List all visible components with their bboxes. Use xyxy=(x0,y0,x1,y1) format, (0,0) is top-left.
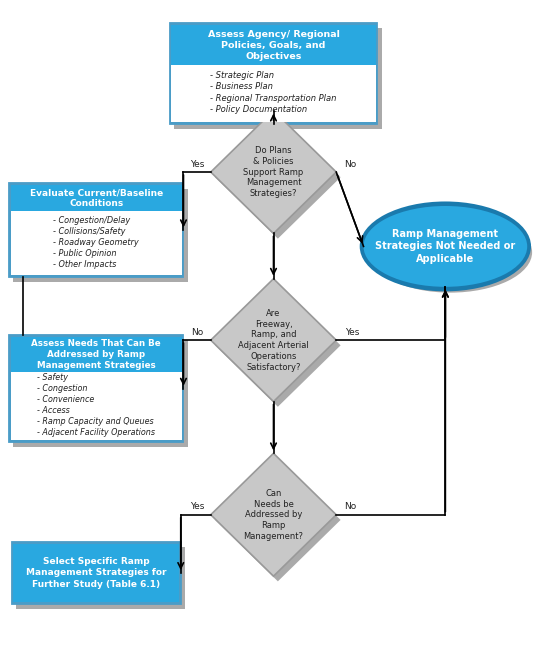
Text: Evaluate Current/Baseline
Conditions: Evaluate Current/Baseline Conditions xyxy=(30,189,163,208)
Ellipse shape xyxy=(369,212,532,293)
Ellipse shape xyxy=(364,206,527,287)
FancyBboxPatch shape xyxy=(171,65,376,122)
Text: Ramp Management
Strategies Not Needed or
Applicable: Ramp Management Strategies Not Needed or… xyxy=(375,229,515,264)
Polygon shape xyxy=(215,284,341,407)
Text: Do Plans
& Policies
Support Ramp
Management
Strategies?: Do Plans & Policies Support Ramp Managem… xyxy=(243,146,304,198)
Text: No: No xyxy=(344,502,356,511)
FancyBboxPatch shape xyxy=(10,337,182,371)
Polygon shape xyxy=(215,116,341,238)
FancyBboxPatch shape xyxy=(10,185,182,211)
FancyBboxPatch shape xyxy=(13,340,188,447)
Text: Assess Needs That Can Be
Addressed by Ramp
Management Strategies: Assess Needs That Can Be Addressed by Ra… xyxy=(31,339,161,369)
Polygon shape xyxy=(215,459,341,581)
FancyBboxPatch shape xyxy=(174,29,381,129)
Ellipse shape xyxy=(360,202,531,292)
FancyBboxPatch shape xyxy=(11,542,181,604)
FancyBboxPatch shape xyxy=(13,189,188,283)
Polygon shape xyxy=(211,111,336,233)
Text: Assess Agency/ Regional
Policies, Goals, and
Objectives: Assess Agency/ Regional Policies, Goals,… xyxy=(207,30,340,61)
FancyBboxPatch shape xyxy=(9,183,183,277)
Text: Select Specific Ramp
Management Strategies for
Further Study (Table 6.1): Select Specific Ramp Management Strategi… xyxy=(26,557,166,588)
Text: - Safety
- Congestion
- Convenience
- Access
- Ramp Capacity and Queues
- Adjace: - Safety - Congestion - Convenience - Ac… xyxy=(37,373,155,437)
Text: Yes: Yes xyxy=(345,328,360,337)
Text: - Congestion/Delay
- Collisions/Safety
- Roadway Geometry
- Public Opinion
- Oth: - Congestion/Delay - Collisions/Safety -… xyxy=(54,216,139,269)
Text: - Strategic Plan
- Business Plan
- Regional Transportation Plan
- Policy Documen: - Strategic Plan - Business Plan - Regio… xyxy=(210,71,337,113)
FancyBboxPatch shape xyxy=(10,371,182,440)
Text: Yes: Yes xyxy=(190,502,204,511)
FancyBboxPatch shape xyxy=(170,23,377,124)
FancyBboxPatch shape xyxy=(171,25,376,65)
Text: Are
Freeway,
Ramp, and
Adjacent Arterial
Operations
Satisfactory?: Are Freeway, Ramp, and Adjacent Arterial… xyxy=(238,309,309,371)
Polygon shape xyxy=(211,454,336,576)
Text: No: No xyxy=(344,160,356,168)
FancyBboxPatch shape xyxy=(9,335,183,442)
FancyBboxPatch shape xyxy=(13,544,179,602)
Text: Can
Needs be
Addressed by
Ramp
Management?: Can Needs be Addressed by Ramp Managemen… xyxy=(243,489,304,540)
Text: Yes: Yes xyxy=(190,160,204,168)
Text: No: No xyxy=(191,328,203,337)
FancyBboxPatch shape xyxy=(16,548,185,609)
Polygon shape xyxy=(211,279,336,402)
FancyBboxPatch shape xyxy=(10,211,182,275)
